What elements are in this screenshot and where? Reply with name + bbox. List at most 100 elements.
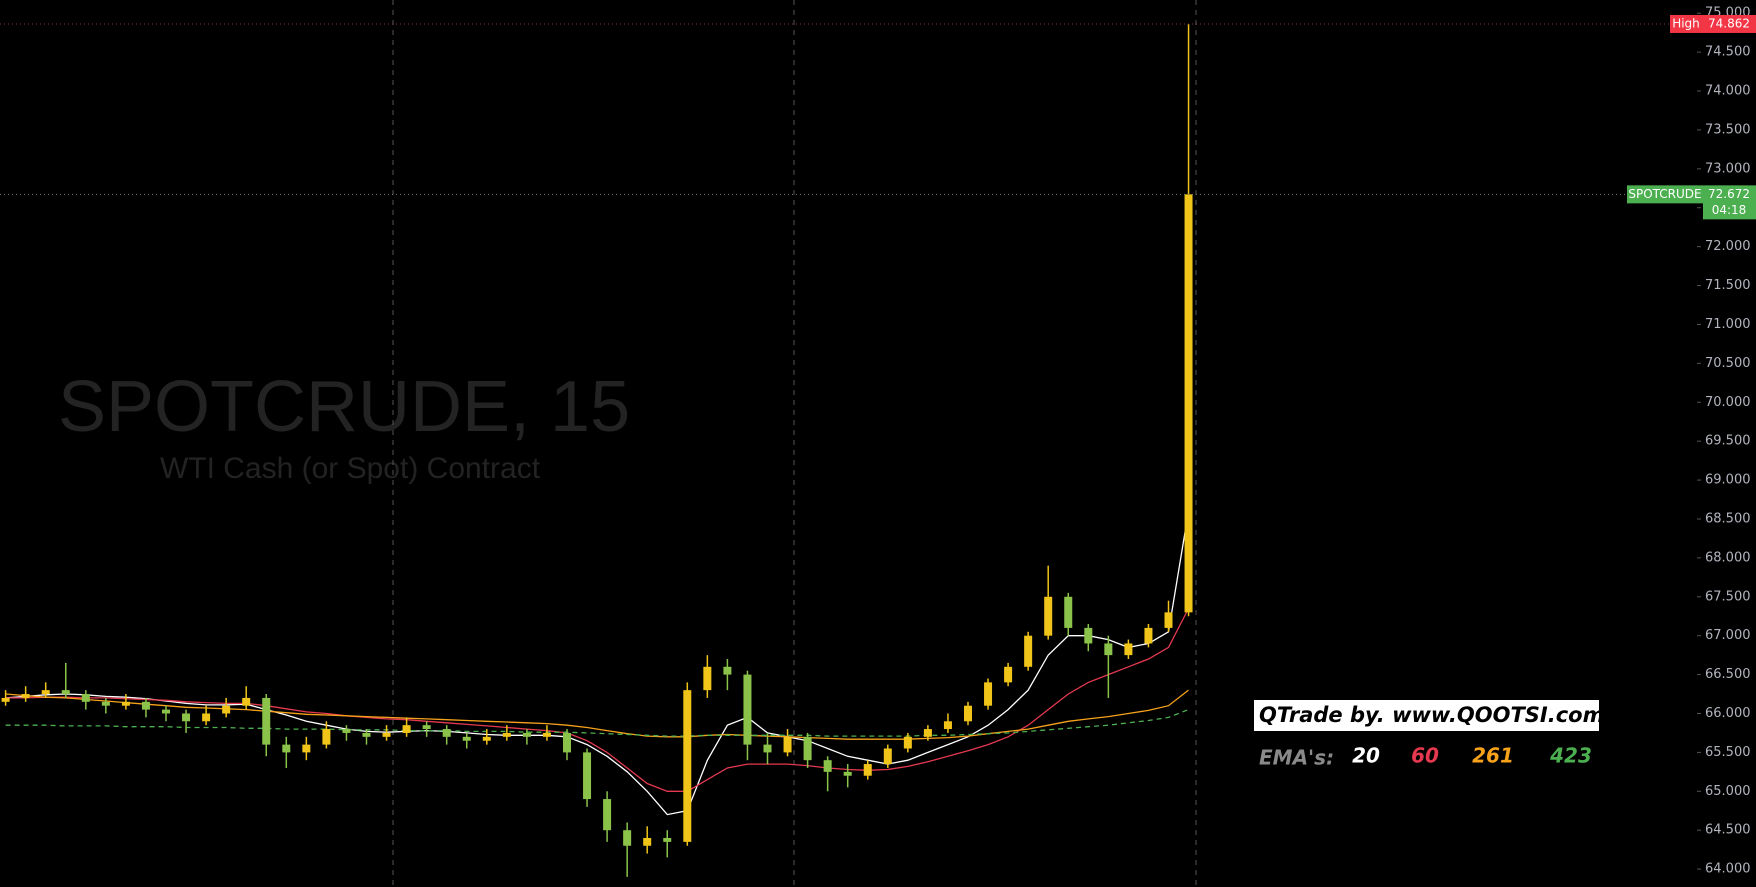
candle-body [121,701,130,706]
candle-body [222,705,231,714]
candle-body [302,744,311,753]
candle-body [1004,666,1013,683]
candle-body [1124,643,1133,656]
y-tick-label: 71.000 [1705,317,1751,332]
candle-body [362,732,371,737]
candle-body [643,837,652,846]
candle-body [41,690,50,695]
y-tick-label: 65.500 [1705,745,1751,760]
y-tick-label: 73.500 [1705,122,1751,137]
candle-body [783,736,792,753]
plot-area: SPOTCRUDE, 15 WTI Cash (or Spot) Contrac… [0,0,1697,887]
candle-body [703,666,712,691]
candle-body [382,732,391,737]
candle-body [462,736,471,741]
y-tick-label: 64.500 [1705,823,1751,838]
candle-body [61,690,70,695]
candle-body [1064,596,1073,628]
candle-body [563,732,571,753]
credit: QTrade by. www.QOOTSI.com [1259,703,1604,727]
symbol-tag-label: SPOTCRUDE [1628,187,1701,201]
y-tick-label: 73.000 [1705,161,1751,176]
candle-body [943,721,952,730]
candle-body [522,732,531,737]
price-axis: 64.000 64.500 65.000 65.500 66.000 66.500 67.0… [1627,0,1756,887]
y-tick-label: 69.000 [1705,473,1751,488]
candle-body [1184,194,1193,613]
candle-body [482,736,491,741]
candle-body [242,697,251,706]
candle-body [723,666,732,675]
candle-body [442,729,451,737]
candle-body [903,736,912,749]
y-tick-label: 71.500 [1705,278,1751,293]
candle-body [1044,596,1053,636]
candle-body [162,709,170,714]
candle-body [583,752,592,800]
y-tick-label: 66.000 [1705,706,1751,721]
candle-body [21,694,30,698]
y-tick-label: 64.000 [1705,862,1751,877]
y-tick-label: 66.500 [1705,667,1751,682]
candle-body [422,725,431,730]
y-tick-label: 72.000 [1705,239,1751,254]
candle-body [502,732,511,737]
overlay: QTrade by. www.QOOTSI.com EMA's: 20 60 261… [1254,700,1604,770]
candle-body [803,736,812,761]
legend-entry: 60 [1411,744,1439,768]
candle-body [262,697,271,745]
watermark-subtitle: WTI Cash (or Spot) Contract [160,452,541,485]
y-tick-label: 74.000 [1705,84,1751,99]
candle-body [81,694,90,702]
candle-body [863,764,872,776]
y-tick-label: 68.500 [1705,511,1751,526]
y-tick-label: 67.000 [1705,628,1751,643]
y-tick-label: 67.500 [1705,589,1751,604]
candle-body [282,744,291,753]
candle-body [984,682,993,706]
candle-body [683,690,692,842]
legend-entry: 423 [1549,744,1592,768]
candle-body [763,744,772,753]
high-tag [1670,14,1703,33]
candle-body [1084,627,1093,644]
y-tick-label: 65.000 [1705,784,1751,799]
legend-entry: 20 [1352,744,1380,768]
ema-line [5,689,1189,740]
candle-body [402,725,411,733]
candle-body [623,830,632,846]
candle-body [101,701,110,706]
candle-body [743,674,752,745]
candle-body [663,837,672,842]
y-tick-label: 69.500 [1705,434,1751,449]
candle-body [1024,635,1033,667]
candle-body [1164,612,1173,628]
candle-body [322,729,331,745]
countdown: 04:18 [1712,203,1747,217]
high-value-box [1703,14,1756,33]
last-price-box [1703,185,1756,220]
candle-body [202,713,211,722]
legend-label: EMA's: [1259,746,1334,770]
y-tick-label: 68.000 [1705,550,1751,565]
candle-body [823,760,832,772]
candle-body [923,729,932,737]
y-tick-label: 70.000 [1705,395,1751,410]
candle-body [843,771,852,776]
candle-body [603,799,612,831]
candle-body [141,701,150,710]
candle-body [1144,627,1153,644]
high-value: 74.862 [1708,16,1750,30]
y-tick-label: 74.500 [1705,45,1751,60]
candle-body [1104,643,1113,656]
symbol-tag [1627,185,1703,204]
ema-line [5,511,1190,816]
candle-body [342,729,351,733]
candle-body [1,697,10,702]
axis-panel [1697,0,1756,887]
last-price-value: 72.672 [1708,187,1750,201]
legend-entry: 261 [1472,744,1514,768]
candle-body [182,713,191,722]
